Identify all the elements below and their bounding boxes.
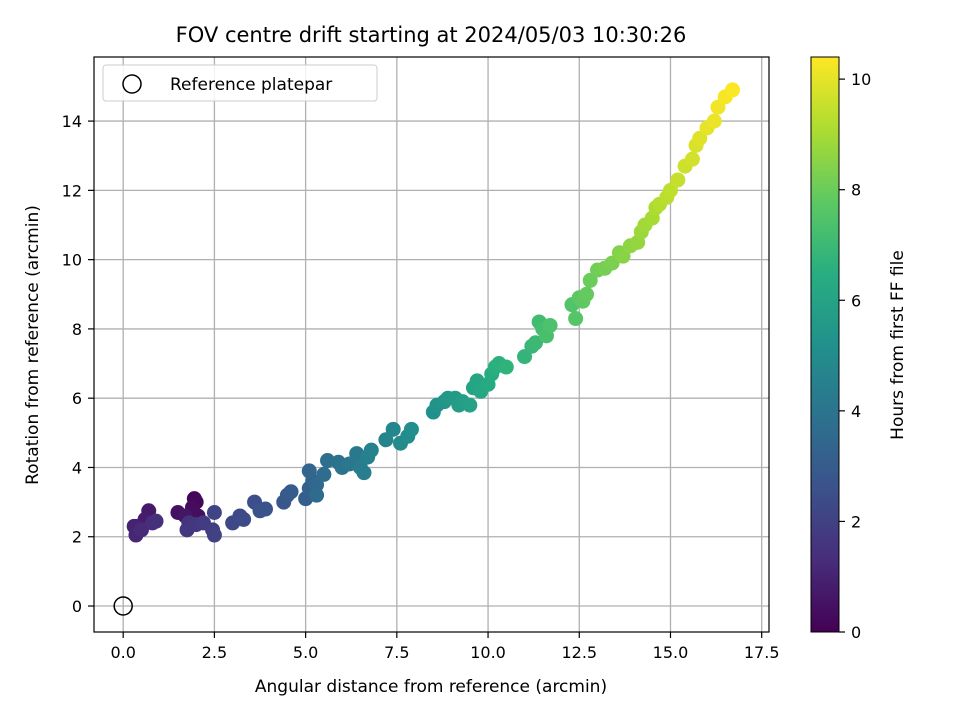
reference-platepar-marker xyxy=(113,596,133,616)
data-point xyxy=(385,421,401,437)
data-point xyxy=(706,113,722,129)
chart-title: FOV centre drift starting at 2024/05/03 … xyxy=(176,23,687,47)
data-points xyxy=(126,82,741,543)
colorbar-tick-label: 2 xyxy=(851,512,861,531)
data-point xyxy=(725,82,741,98)
data-point xyxy=(206,527,222,543)
data-point xyxy=(236,511,252,527)
data-point xyxy=(206,504,222,520)
data-point xyxy=(670,172,686,188)
y-tick-label: 6 xyxy=(72,389,82,408)
y-tick-label: 2 xyxy=(72,528,82,547)
colorbar-label: Hours from first FF file xyxy=(888,250,908,440)
x-tick-label: 15.0 xyxy=(653,643,689,662)
data-point xyxy=(692,130,708,146)
data-point xyxy=(309,487,325,503)
y-tick-label: 12 xyxy=(62,181,82,200)
x-tick-label: 12.5 xyxy=(561,643,597,662)
data-point xyxy=(568,311,584,327)
data-point xyxy=(579,286,595,302)
x-tick-label: 2.5 xyxy=(202,643,227,662)
x-axis-ticks: 0.0 2.5 5.0 7.5 10.0 12.5 15.0 17.5 xyxy=(110,632,780,662)
data-point xyxy=(517,349,533,365)
y-axis-ticks: 0 2 4 6 8 10 12 14 xyxy=(62,112,94,616)
x-axis-label: Angular distance from reference (arcmin) xyxy=(255,677,607,697)
x-tick-label: 5.0 xyxy=(293,643,318,662)
legend: Reference platepar xyxy=(102,64,378,102)
colorbar-tick-label: 0 xyxy=(851,623,861,642)
data-point xyxy=(378,432,394,448)
data-point xyxy=(316,466,332,482)
data-point xyxy=(542,317,558,333)
colorbar-tick-label: 10 xyxy=(851,70,871,89)
colorbar-tick-label: 6 xyxy=(851,291,861,310)
x-tick-label: 17.5 xyxy=(744,643,780,662)
data-point xyxy=(403,421,419,437)
data-point xyxy=(604,255,620,271)
colorbar-tick-label: 8 xyxy=(851,181,861,200)
y-tick-label: 0 xyxy=(72,597,82,616)
data-point xyxy=(615,248,631,264)
colorbar xyxy=(810,56,840,633)
y-tick-label: 4 xyxy=(72,458,82,477)
legend-box xyxy=(102,64,378,102)
x-tick-label: 7.5 xyxy=(384,643,409,662)
data-point xyxy=(283,484,299,500)
data-point xyxy=(684,151,700,167)
legend-marker xyxy=(122,74,142,94)
y-tick-label: 8 xyxy=(72,320,82,339)
y-tick-label: 10 xyxy=(62,251,82,270)
data-point xyxy=(662,182,678,198)
data-point xyxy=(582,272,598,288)
data-point xyxy=(148,513,164,529)
data-point xyxy=(710,99,726,115)
y-axis-label: Rotation from reference (arcmin) xyxy=(23,205,43,485)
data-point xyxy=(462,397,478,413)
colorbar-tick-label: 4 xyxy=(851,402,861,421)
data-point xyxy=(257,501,273,517)
data-point xyxy=(527,335,543,351)
x-tick-label: 0.0 xyxy=(110,643,135,662)
data-point xyxy=(498,359,514,375)
legend-label: Reference platepar xyxy=(170,75,332,95)
data-point xyxy=(133,522,149,538)
data-point xyxy=(356,465,372,481)
grid xyxy=(94,57,769,632)
data-point xyxy=(309,477,325,493)
x-tick-label: 10.0 xyxy=(470,643,506,662)
data-point xyxy=(363,442,379,458)
data-point xyxy=(301,463,317,479)
colorbar-ticks: 0 2 4 6 8 10 xyxy=(839,70,871,642)
plot-frame xyxy=(93,56,770,633)
y-tick-label: 14 xyxy=(62,112,82,131)
